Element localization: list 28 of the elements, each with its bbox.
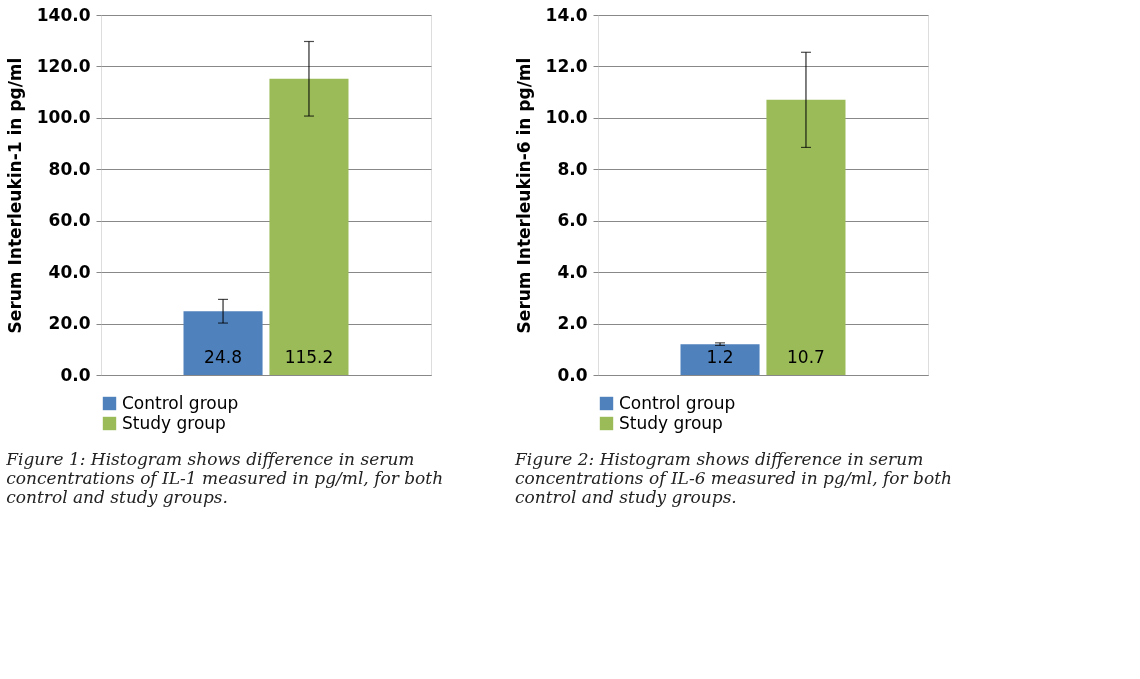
y-tick-label: 140.0 — [36, 4, 91, 25]
legend-label: Control group — [122, 392, 239, 413]
y-tick-label: 0.0 — [557, 364, 588, 385]
data-label: 10.7 — [787, 347, 825, 367]
y-tick-label: 60.0 — [48, 210, 91, 231]
legend-label: Study group — [122, 412, 226, 433]
y-tick-label: 10.0 — [545, 107, 588, 128]
data-label: 1.2 — [706, 347, 734, 367]
legend-label: Control group — [619, 392, 736, 413]
data-label: 115.2 — [284, 347, 334, 367]
y-axis-title: Serum Interleukin-6 in pg/ml — [513, 57, 534, 334]
y-tick-label: 0.0 — [60, 364, 91, 385]
y-tick-label: 14.0 — [545, 4, 588, 25]
y-tick-label: 12.0 — [545, 55, 588, 76]
y-tick-label: 80.0 — [48, 158, 91, 179]
y-axis-title: Serum Interleukin-1 in pg/ml — [4, 57, 25, 334]
y-tick-label: 120.0 — [36, 55, 91, 76]
data-label: 24.8 — [204, 347, 242, 367]
caption: Figure 2: Histogram shows difference in serum concentrations of IL-6 measured in pg/ml, for both control and study groups. — [514, 449, 952, 507]
y-tick-label: 4.0 — [557, 261, 588, 282]
legend-label: Study group — [619, 412, 723, 433]
caption: Figure 1: Histogram shows difference in serum concentrations of IL-1 measured in pg/ml, for both control and study groups. — [5, 449, 444, 507]
y-tick-label: 20.0 — [48, 313, 91, 334]
y-tick-label: 40.0 — [48, 261, 91, 282]
y-tick-label: 8.0 — [557, 158, 588, 179]
y-tick-label: 6.0 — [557, 210, 588, 231]
y-tick-label: 100.0 — [36, 107, 91, 128]
y-tick-label: 2.0 — [557, 313, 588, 334]
